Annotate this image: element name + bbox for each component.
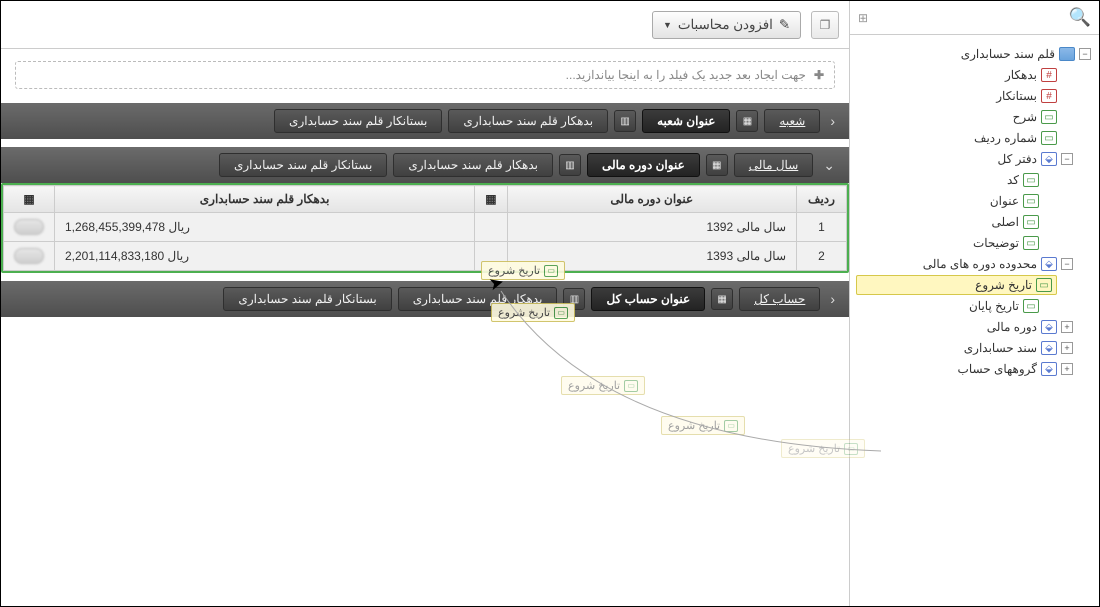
chevron-left-icon[interactable]: ‹ — [826, 113, 839, 129]
group-col-credit[interactable]: بستانکار قلم سند حسابداری — [219, 153, 387, 177]
chevron-down-icon[interactable]: ⌄ — [819, 157, 839, 174]
tree-node-code[interactable]: ▭ کد — [856, 170, 1057, 190]
group-col-debit[interactable]: بدهکار قلم سند حسابداری — [393, 153, 553, 177]
group-col-debit[interactable]: بدهکار قلم سند حسابداری — [448, 109, 608, 133]
search-icon[interactable]: 🔍 — [1069, 7, 1091, 28]
tree-node-ledger[interactable]: − ⬙ دفتر کل — [856, 149, 1075, 169]
drop-dimension-zone[interactable]: ✚ جهت ایجاد بعد جدید یک فیلد را به اینجا… — [15, 61, 835, 89]
cell-debit: 2,201,114,833,180 ریال — [55, 242, 475, 271]
tree-node-debtor[interactable]: # بدهکار — [856, 65, 1075, 85]
relation-icon: ⬙ — [1041, 341, 1057, 355]
table-row[interactable]: 2 سال مالی 1393 2,201,114,833,180 ریال — [4, 242, 847, 271]
grid-options-icon[interactable]: ▦ — [736, 110, 758, 132]
columns-icon[interactable]: ▥ — [559, 154, 581, 176]
text-field-icon: ▭ — [1041, 110, 1057, 124]
toggle-panel-icon[interactable]: ⊞ — [858, 11, 868, 25]
columns-icon[interactable]: ▥ — [614, 110, 636, 132]
group-bar-branch: ‹ شعبه ▦ عنوان شعبه ▥ بدهکار قلم سند حسا… — [1, 103, 849, 139]
drop-hint-text: جهت ایجاد بعد جدید یک فیلد را به اینجا ب… — [566, 68, 806, 82]
text-field-icon: ▭ — [1023, 194, 1039, 208]
expand-icon[interactable]: + — [1061, 321, 1073, 333]
overflow-indicator — [14, 219, 44, 235]
text-field-icon: ▭ — [1023, 173, 1039, 187]
expand-icon[interactable]: + — [1061, 342, 1073, 354]
tree-node-end-date[interactable]: ▭ تاریخ پایان — [856, 296, 1057, 316]
chevron-down-icon: ▼ — [663, 20, 672, 30]
group-bar-account: ‹ حساب کل ▦ عنوان حساب کل ▥ بدهکار قلم س… — [1, 281, 849, 317]
tree-root[interactable]: − قلم سند حسابداری — [856, 44, 1093, 64]
group-title[interactable]: شعبه — [764, 109, 820, 133]
group-title[interactable]: سال مالی — [734, 153, 814, 177]
main-panel: ❐ ✎ افزودن محاسبات ▼ ✚ جهت ایجاد بعد جدی… — [1, 1, 849, 606]
copy-icon[interactable]: ❐ — [811, 11, 839, 39]
group-active-col[interactable]: عنوان حساب کل — [591, 287, 705, 311]
table-row[interactable]: 1 سال مالی 1392 1,268,455,399,478 ریال — [4, 213, 847, 242]
number-field-icon: # — [1041, 68, 1057, 82]
tree-node-accounting-doc[interactable]: + ⬙ سند حسابداری — [856, 338, 1075, 358]
group-title[interactable]: حساب کل — [739, 287, 820, 311]
sidebar-header: 🔍 ⊞ — [850, 1, 1099, 35]
collapse-icon[interactable]: − — [1061, 153, 1073, 165]
text-field-icon: ▭ — [1023, 236, 1039, 250]
relation-icon: ⬙ — [1041, 362, 1057, 376]
tree-node-title[interactable]: ▭ عنوان — [856, 191, 1057, 211]
cell-debit: 1,268,455,399,478 ریال — [55, 213, 475, 242]
group-active-col[interactable]: عنوان دوره مالی — [587, 153, 700, 177]
col-period[interactable]: عنوان دوره مالی — [507, 186, 796, 213]
collapse-icon[interactable]: − — [1079, 48, 1091, 60]
relation-icon: ⬙ — [1041, 320, 1057, 334]
cell-rownum: 2 — [797, 242, 847, 271]
chevron-left-icon[interactable]: ‹ — [826, 291, 839, 307]
plus-icon: ✚ — [814, 68, 824, 82]
overflow-indicator — [14, 248, 44, 264]
grid-options-icon[interactable]: ▦ — [711, 288, 733, 310]
number-field-icon: # — [1041, 89, 1057, 103]
group-col-credit[interactable]: بستانکار قلم سند حسابداری — [274, 109, 442, 133]
tree-node-fiscal-range[interactable]: − ⬙ محدوده دوره های مالی — [856, 254, 1075, 274]
wand-icon: ✎ — [779, 17, 790, 33]
group-col-debit[interactable]: بدهکار قلم سند حسابداری — [398, 287, 558, 311]
text-field-icon: ▭ — [1036, 278, 1052, 292]
add-calc-label: افزودن محاسبات — [678, 17, 773, 33]
layers-icon — [1059, 47, 1075, 61]
group-bar-fiscal: ⌄ سال مالی ▦ عنوان دوره مالی ▥ بدهکار قل… — [1, 147, 849, 183]
tree-node-start-date[interactable]: ▭ تاریخ شروع — [856, 275, 1057, 295]
text-field-icon: ▭ — [1041, 131, 1057, 145]
add-calculation-button[interactable]: ✎ افزودن محاسبات ▼ — [652, 11, 801, 39]
main-toolbar: ❐ ✎ افزودن محاسبات ▼ — [1, 1, 849, 49]
field-tree-sidebar: 🔍 ⊞ − قلم سند حسابداری # بدهکار # بستانک… — [849, 1, 1099, 606]
grid-options-icon[interactable]: ▦ — [706, 154, 728, 176]
tree-node-account-groups[interactable]: + ⬙ گروههای حساب — [856, 359, 1075, 379]
group-active-col[interactable]: عنوان شعبه — [642, 109, 730, 133]
col-row[interactable]: ردیف — [797, 186, 847, 213]
cell-period: سال مالی 1393 — [507, 242, 796, 271]
cell-period: سال مالی 1392 — [507, 213, 796, 242]
field-tree: − قلم سند حسابداری # بدهکار # بستانکار ▭… — [850, 35, 1099, 606]
tree-node-notes[interactable]: ▭ توضیحات — [856, 233, 1057, 253]
tree-node-rownum[interactable]: ▭ شماره ردیف — [856, 128, 1075, 148]
data-grid: ردیف عنوان دوره مالی ▦ بدهکار قلم سند حس… — [1, 183, 849, 273]
text-field-icon: ▭ — [1023, 299, 1039, 313]
tree-node-fiscal-period[interactable]: + ⬙ دوره مالی — [856, 317, 1075, 337]
tree-node-creditor[interactable]: # بستانکار — [856, 86, 1075, 106]
col-debit[interactable]: بدهکار قلم سند حسابداری — [55, 186, 475, 213]
relation-icon: ⬙ — [1041, 152, 1057, 166]
expand-icon[interactable]: + — [1061, 363, 1073, 375]
tree-node-desc[interactable]: ▭ شرح — [856, 107, 1075, 127]
tree-root-label: قلم سند حسابداری — [961, 47, 1055, 61]
relation-icon: ⬙ — [1041, 257, 1057, 271]
col-options-icon[interactable]: ▦ — [4, 186, 55, 213]
collapse-icon[interactable]: − — [1061, 258, 1073, 270]
tree-node-main[interactable]: ▭ اصلی — [856, 212, 1057, 232]
group-col-credit[interactable]: بستانکار قلم سند حسابداری — [223, 287, 391, 311]
cell-rownum: 1 — [797, 213, 847, 242]
grid-header-row: ردیف عنوان دوره مالی ▦ بدهکار قلم سند حس… — [4, 186, 847, 213]
columns-icon[interactable]: ▥ — [563, 288, 585, 310]
text-field-icon: ▭ — [1023, 215, 1039, 229]
col-options-icon[interactable]: ▦ — [475, 186, 507, 213]
